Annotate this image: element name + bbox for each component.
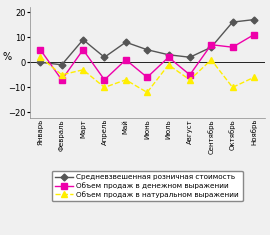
Y-axis label: %: %	[2, 52, 11, 62]
Legend: Средневзвешенная розничная стоимость, Объем продаж в денежном выражении, Объем п: Средневзвешенная розничная стоимость, Об…	[52, 171, 243, 201]
